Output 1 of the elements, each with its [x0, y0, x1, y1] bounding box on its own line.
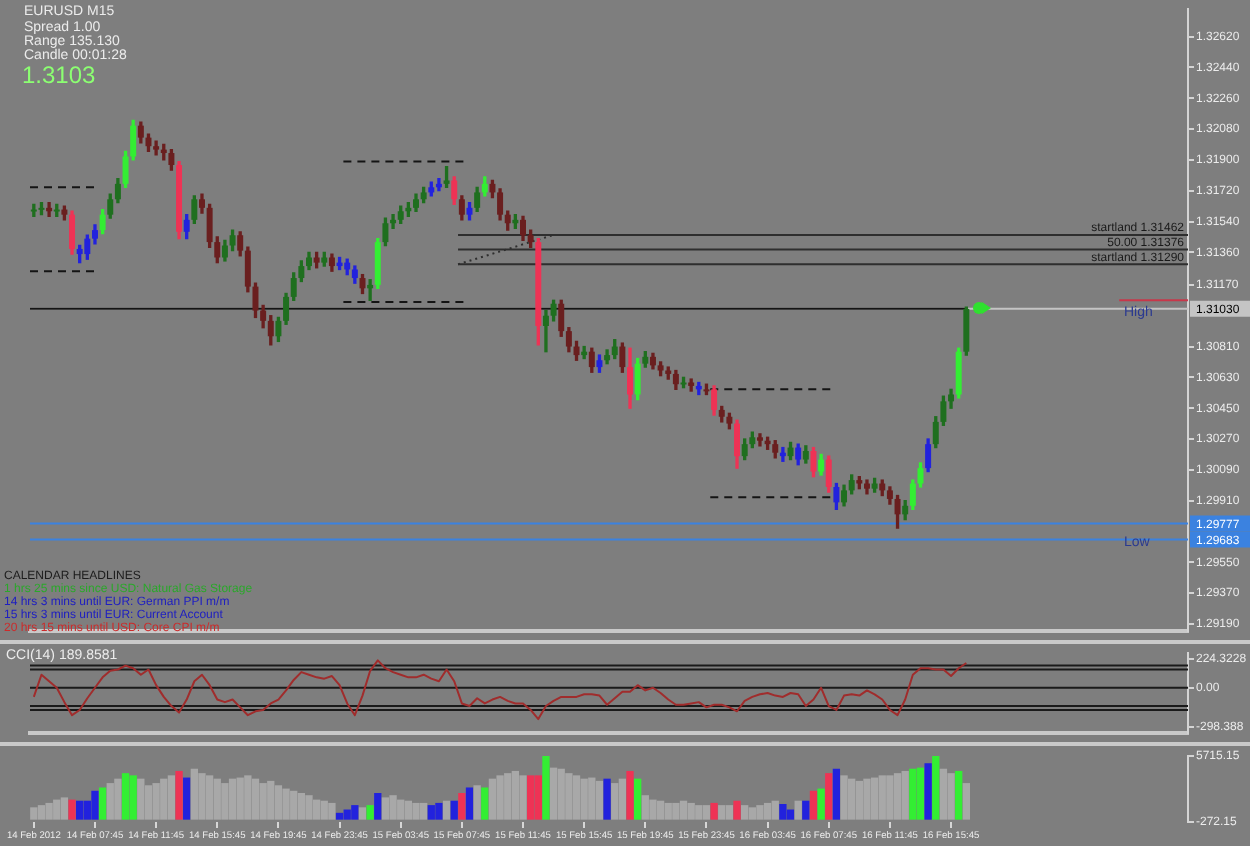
annotation: 1.3103 [22, 60, 97, 89]
